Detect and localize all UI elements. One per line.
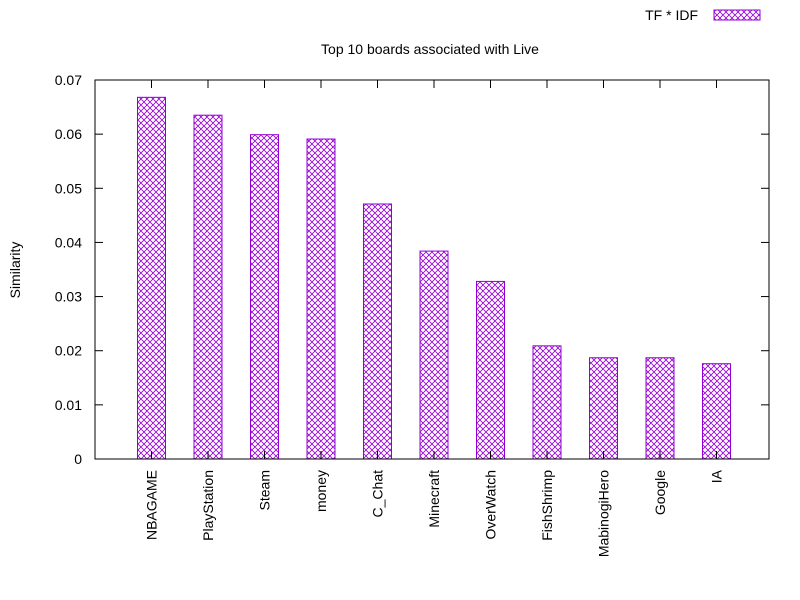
x-tick-label: OverWatch (483, 470, 499, 540)
x-tick-label: C_Chat (370, 470, 386, 518)
plot-frame (94, 79, 770, 460)
legend-label: TF * IDF (645, 7, 698, 23)
x-tick-label: money (313, 470, 329, 512)
x-tick-label: Google (652, 470, 668, 515)
y-tick-label: 0.01 (55, 397, 82, 413)
x-tick-label: MabinogiHero (596, 470, 612, 557)
y-tick-label: 0.06 (55, 126, 82, 142)
x-axis-ticks: NBAGAME PlayStation Steam money C_Chat Minecr… (144, 80, 725, 557)
bars-group (137, 96, 731, 460)
chart-title: Top 10 boards associated with Live (321, 41, 539, 57)
bar-ia (702, 363, 731, 460)
bar-minecraft (419, 250, 449, 460)
y-tick-label: 0.04 (55, 234, 82, 250)
x-tick-label: Minecraft (426, 470, 442, 528)
x-tick-label: IA (709, 469, 725, 483)
y-tick-label: 0.07 (55, 72, 82, 88)
bar-nbagame (137, 96, 166, 460)
bar-mabinogihero (589, 357, 618, 460)
bar-google (645, 357, 675, 460)
bar-playstation (193, 114, 223, 460)
bar-c-chat (363, 203, 392, 460)
x-tick-label: NBAGAME (144, 470, 160, 540)
y-tick-label: 0 (74, 451, 82, 467)
bar-overwatch (476, 280, 505, 460)
y-tick-label: 0.02 (55, 343, 82, 359)
legend-swatch (713, 9, 761, 21)
x-tick-label: Steam (257, 470, 273, 510)
y-tick-label: 0.05 (55, 180, 82, 196)
y-tick-label: 0.03 (55, 289, 82, 305)
x-tick-label: PlayStation (200, 470, 216, 541)
y-axis-label: Similarity (7, 242, 23, 299)
bar-fishshrimp (532, 345, 562, 460)
x-tick-label: FishShrimp (539, 470, 555, 541)
y-axis-ticks: 0 0.01 0.02 0.03 0.04 0.05 0.06 0.07 (55, 72, 769, 467)
bar-money (306, 138, 336, 460)
legend: TF * IDF (645, 7, 761, 23)
bar-steam (250, 134, 279, 460)
